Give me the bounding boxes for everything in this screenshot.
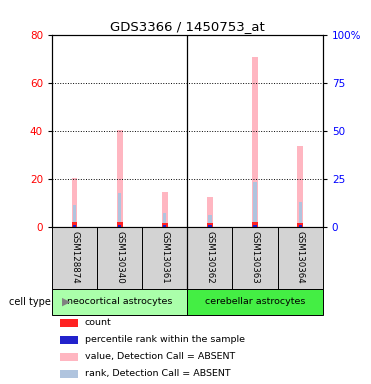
Text: GSM128874: GSM128874 bbox=[70, 232, 79, 284]
Bar bbox=[72, 178, 78, 227]
Title: GDS3366 / 1450753_at: GDS3366 / 1450753_at bbox=[110, 20, 265, 33]
Bar bbox=[118, 193, 121, 227]
Text: GSM130361: GSM130361 bbox=[160, 232, 169, 284]
Text: value, Detection Call = ABSENT: value, Detection Call = ABSENT bbox=[85, 352, 235, 361]
Text: GSM130363: GSM130363 bbox=[250, 232, 260, 284]
Bar bbox=[117, 129, 122, 227]
Bar bbox=[253, 182, 257, 227]
Bar bbox=[278, 227, 323, 289]
Bar bbox=[60, 370, 78, 377]
Text: ▶: ▶ bbox=[62, 297, 71, 307]
Bar bbox=[163, 212, 166, 227]
Bar bbox=[299, 202, 302, 227]
Bar bbox=[297, 146, 303, 227]
Bar bbox=[60, 336, 78, 344]
Text: neocortical astrocytes: neocortical astrocytes bbox=[67, 297, 173, 306]
Bar bbox=[252, 57, 258, 227]
Bar bbox=[60, 353, 78, 361]
Bar bbox=[209, 225, 211, 227]
Bar bbox=[207, 223, 213, 227]
Bar bbox=[73, 205, 76, 227]
Bar bbox=[187, 227, 233, 289]
Bar bbox=[97, 227, 142, 289]
Text: count: count bbox=[85, 318, 111, 327]
Bar bbox=[209, 215, 211, 227]
Bar bbox=[52, 227, 97, 289]
Text: GSM130362: GSM130362 bbox=[206, 232, 214, 284]
Bar bbox=[253, 225, 257, 227]
Bar bbox=[72, 222, 78, 227]
Bar bbox=[73, 225, 76, 227]
Bar bbox=[52, 289, 187, 315]
Bar bbox=[299, 225, 302, 227]
Bar bbox=[162, 223, 168, 227]
Bar bbox=[162, 192, 168, 227]
Bar bbox=[60, 319, 78, 327]
Text: cell type: cell type bbox=[9, 297, 51, 307]
Bar bbox=[252, 222, 258, 227]
Bar bbox=[233, 227, 278, 289]
Bar bbox=[117, 222, 122, 227]
Text: percentile rank within the sample: percentile rank within the sample bbox=[85, 335, 245, 344]
Bar bbox=[142, 227, 187, 289]
Bar bbox=[187, 289, 323, 315]
Text: GSM130364: GSM130364 bbox=[296, 232, 305, 284]
Text: rank, Detection Call = ABSENT: rank, Detection Call = ABSENT bbox=[85, 369, 230, 378]
Text: GSM130340: GSM130340 bbox=[115, 232, 124, 284]
Bar bbox=[118, 225, 121, 227]
Text: cerebellar astrocytes: cerebellar astrocytes bbox=[205, 297, 305, 306]
Bar bbox=[297, 223, 303, 227]
Bar bbox=[163, 225, 166, 227]
Bar bbox=[207, 197, 213, 227]
